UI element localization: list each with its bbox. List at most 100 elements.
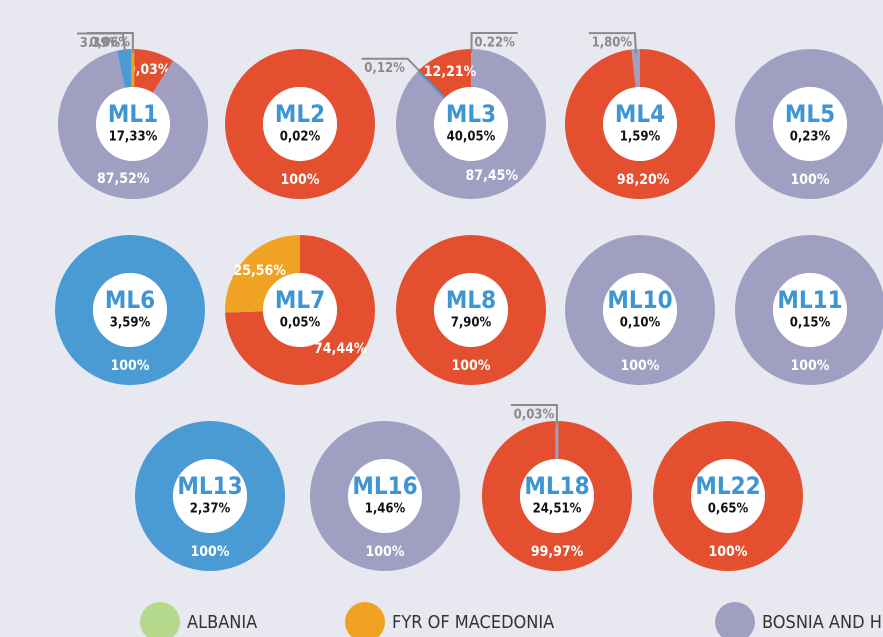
donut-chart: 100% ML2 0,02% (225, 49, 375, 199)
donut-segment (735, 235, 883, 385)
donut-chart: 99,97% 0,03% ML18 24,51% (481, 404, 632, 571)
value-label: 100% (111, 358, 150, 374)
donut-segment (225, 49, 375, 199)
donut-segment-edge (417, 69, 447, 99)
donut-subtitle: 40,05% (447, 130, 496, 145)
donut-hole (603, 273, 677, 347)
donut-subtitle: 0,02% (280, 130, 321, 145)
leader-line (361, 57, 423, 74)
donut-subtitle: 1,46% (365, 502, 406, 517)
donut-hole (93, 273, 167, 347)
donut-segment (735, 49, 883, 199)
donut-subtitle: 3,59% (110, 316, 151, 331)
donut-hole (263, 273, 337, 347)
donut-title: ML8 (446, 286, 496, 314)
donut-chart: 100% ML5 0,23% (735, 49, 883, 199)
donut-chart: 0.22% 87,45% 0,12% 12,21% ML3 40,05% (361, 32, 546, 199)
donut-hole (173, 459, 247, 533)
legend-item: ALBANIA (140, 602, 257, 637)
donut-title: ML18 (524, 472, 589, 500)
donut-title: ML6 (105, 286, 155, 314)
legend-label: BOSNIA AND H (762, 612, 882, 633)
value-label: 9,03% (127, 62, 171, 78)
donut-segment (58, 50, 208, 199)
legend-label: FYR OF MACEDONIA (392, 612, 554, 633)
donut-title: ML2 (275, 100, 325, 128)
legend-label: ALBANIA (187, 612, 257, 633)
donut-segment (565, 49, 715, 199)
donut-hole (603, 87, 677, 161)
value-label: 25,56% (233, 263, 286, 279)
donut-subtitle: 0,23% (790, 130, 831, 145)
donut-chart: 100% ML6 3,59% (55, 235, 205, 385)
value-label: 12,21% (424, 64, 477, 80)
donut-chart: 74,44% 25,56% ML7 0,05% (225, 235, 375, 385)
value-label: 100% (791, 172, 830, 188)
donut-chart: 100% ML13 2,37% (135, 421, 285, 571)
donut-hole (263, 87, 337, 161)
donut-title: ML1 (108, 100, 158, 128)
leader-line (470, 32, 518, 54)
donut-subtitle: 0,15% (790, 316, 831, 331)
donut-subtitle: 17,33% (109, 130, 158, 145)
legend-item: BOSNIA AND H (715, 602, 882, 637)
value-label: 87,45% (466, 168, 519, 184)
donut-title: ML10 (607, 286, 672, 314)
donut-segment (116, 49, 134, 88)
donut-hole (96, 87, 170, 161)
donut-segment (396, 235, 546, 385)
donut-segment (418, 49, 473, 99)
legend-swatch (715, 602, 755, 637)
donut-hole (434, 87, 508, 161)
donut-segment (565, 235, 715, 385)
donut-hole (691, 459, 765, 533)
value-label: 100% (452, 358, 491, 374)
donut-chart: 98,20% 1,80% ML4 1,59% (565, 32, 715, 199)
value-label: 87,52% (97, 171, 150, 187)
legend-swatch (140, 602, 180, 637)
donut-chart: 100% ML8 7,90% (396, 235, 546, 385)
donut-subtitle: 0,65% (708, 502, 749, 517)
donut-hole (348, 459, 422, 533)
value-label: 100% (366, 544, 405, 560)
donut-segment (135, 421, 285, 571)
donut-segment (225, 235, 301, 313)
value-label: 0.22% (474, 36, 515, 51)
donut-title: ML5 (785, 100, 835, 128)
donut-segment (653, 421, 803, 571)
value-label: 99,97% (531, 544, 584, 560)
donut-segment (310, 421, 460, 571)
value-label: 0,12% (364, 61, 405, 76)
leader-line (510, 404, 558, 426)
value-label: 100% (281, 172, 320, 188)
donut-title: ML13 (177, 472, 242, 500)
donut-segment (396, 49, 546, 199)
value-label: 74,44% (314, 341, 367, 357)
leader-line (86, 32, 134, 54)
donut-chart: 100% ML16 1,46% (310, 421, 460, 571)
value-label: 0,03% (514, 408, 555, 423)
donut-title: ML22 (695, 472, 760, 500)
donut-segment (55, 235, 205, 385)
leader-line (588, 32, 637, 54)
donut-hole (773, 273, 847, 347)
legend-swatch (345, 602, 385, 637)
donut-subtitle: 7,90% (451, 316, 492, 331)
donut-segment (481, 421, 632, 571)
donut-subtitle: 1,59% (620, 130, 661, 145)
donut-hole (434, 273, 508, 347)
donut-subtitle: 0,05% (280, 316, 321, 331)
value-label: 100% (621, 358, 660, 374)
value-label: 98,20% (617, 172, 670, 188)
donut-chart: 9,03% 87,52% 3.39%0,06% ML1 17,33% (58, 32, 208, 199)
value-label: 100% (709, 544, 748, 560)
donut-chart: 100% ML22 0,65% (653, 421, 803, 571)
donut-segment (132, 49, 174, 94)
donut-title: ML11 (777, 286, 842, 314)
donut-title: ML16 (352, 472, 417, 500)
donut-chart: 100% ML11 0,15% (735, 235, 883, 385)
donut-subtitle: 24,51% (533, 502, 582, 517)
donut-chart: 100% ML10 0,10% (565, 235, 715, 385)
